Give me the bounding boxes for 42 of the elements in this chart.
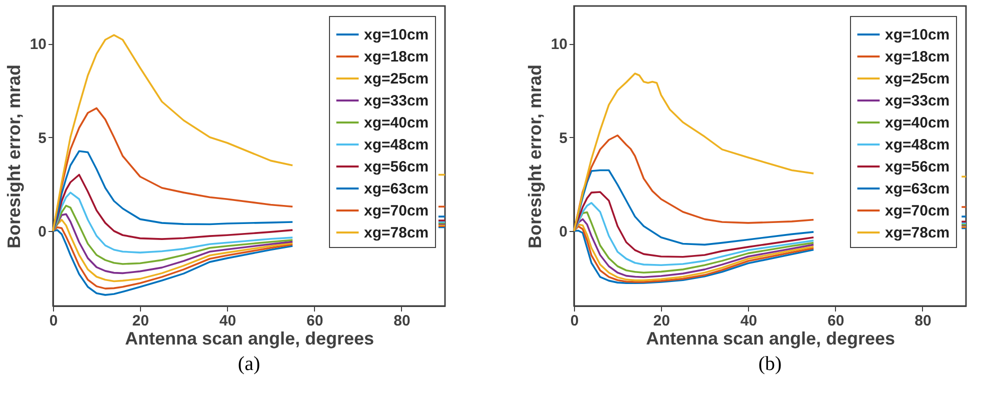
legend-label: xg=25cm	[885, 70, 950, 88]
x-tick-label: 60	[827, 312, 844, 330]
legend-label: xg=10cm	[364, 26, 429, 44]
x-tick-label: 40	[219, 312, 236, 330]
legend-label: xg=33cm	[364, 92, 429, 110]
x-tick-label: 60	[306, 312, 324, 330]
legend-label: xg=78cm	[885, 224, 950, 242]
y-axis-title: Boresight error, mrad	[524, 64, 545, 249]
x-tick-label: 40	[740, 312, 758, 330]
legend-label: xg=40cm	[885, 114, 950, 132]
legend-label: xg=63cm	[364, 180, 429, 198]
x-tick-label: 20	[653, 312, 670, 330]
legend-label: xg=18cm	[885, 48, 950, 66]
legend-label: xg=63cm	[885, 180, 950, 198]
y-tick-label: 0	[559, 224, 568, 240]
legend-label: xg=48cm	[364, 136, 429, 154]
y-tick-label: 10	[30, 36, 46, 53]
text: (b)	[758, 353, 782, 375]
y-tick-label: 5	[38, 130, 46, 147]
legend-label: xg=56cm	[885, 158, 950, 176]
y-tick-label: 5	[559, 130, 568, 147]
x-tick-label: 0	[49, 312, 58, 330]
x-tick-label: 20	[132, 312, 149, 330]
legend-label: xg=25cm	[364, 70, 429, 88]
x-tick-label: 80	[394, 312, 410, 330]
x-tick-label: 80	[914, 312, 932, 330]
legend-label: xg=18cm	[364, 48, 429, 66]
legend-label: xg=70cm	[885, 202, 950, 220]
y-axis-title: Boresight error, mrad	[4, 64, 24, 249]
legend-label: xg=40cm	[364, 114, 429, 132]
legend-label: xg=33cm	[885, 92, 950, 110]
legend-label: xg=78cm	[364, 224, 429, 242]
legend-label: xg=10cm	[885, 26, 950, 44]
x-tick-label: 0	[570, 312, 579, 330]
legend-label: xg=56cm	[364, 158, 429, 176]
y-tick-label: 10	[550, 36, 568, 53]
x-axis-title: Antenna scan angle, degrees	[646, 328, 896, 348]
x-axis-title: Antenna scan angle, degrees	[124, 328, 374, 348]
text: (a)	[238, 353, 260, 375]
y-tick-label: 0	[38, 224, 46, 240]
legend-label: xg=48cm	[885, 136, 950, 154]
legend-label: xg=70cm	[364, 202, 429, 220]
